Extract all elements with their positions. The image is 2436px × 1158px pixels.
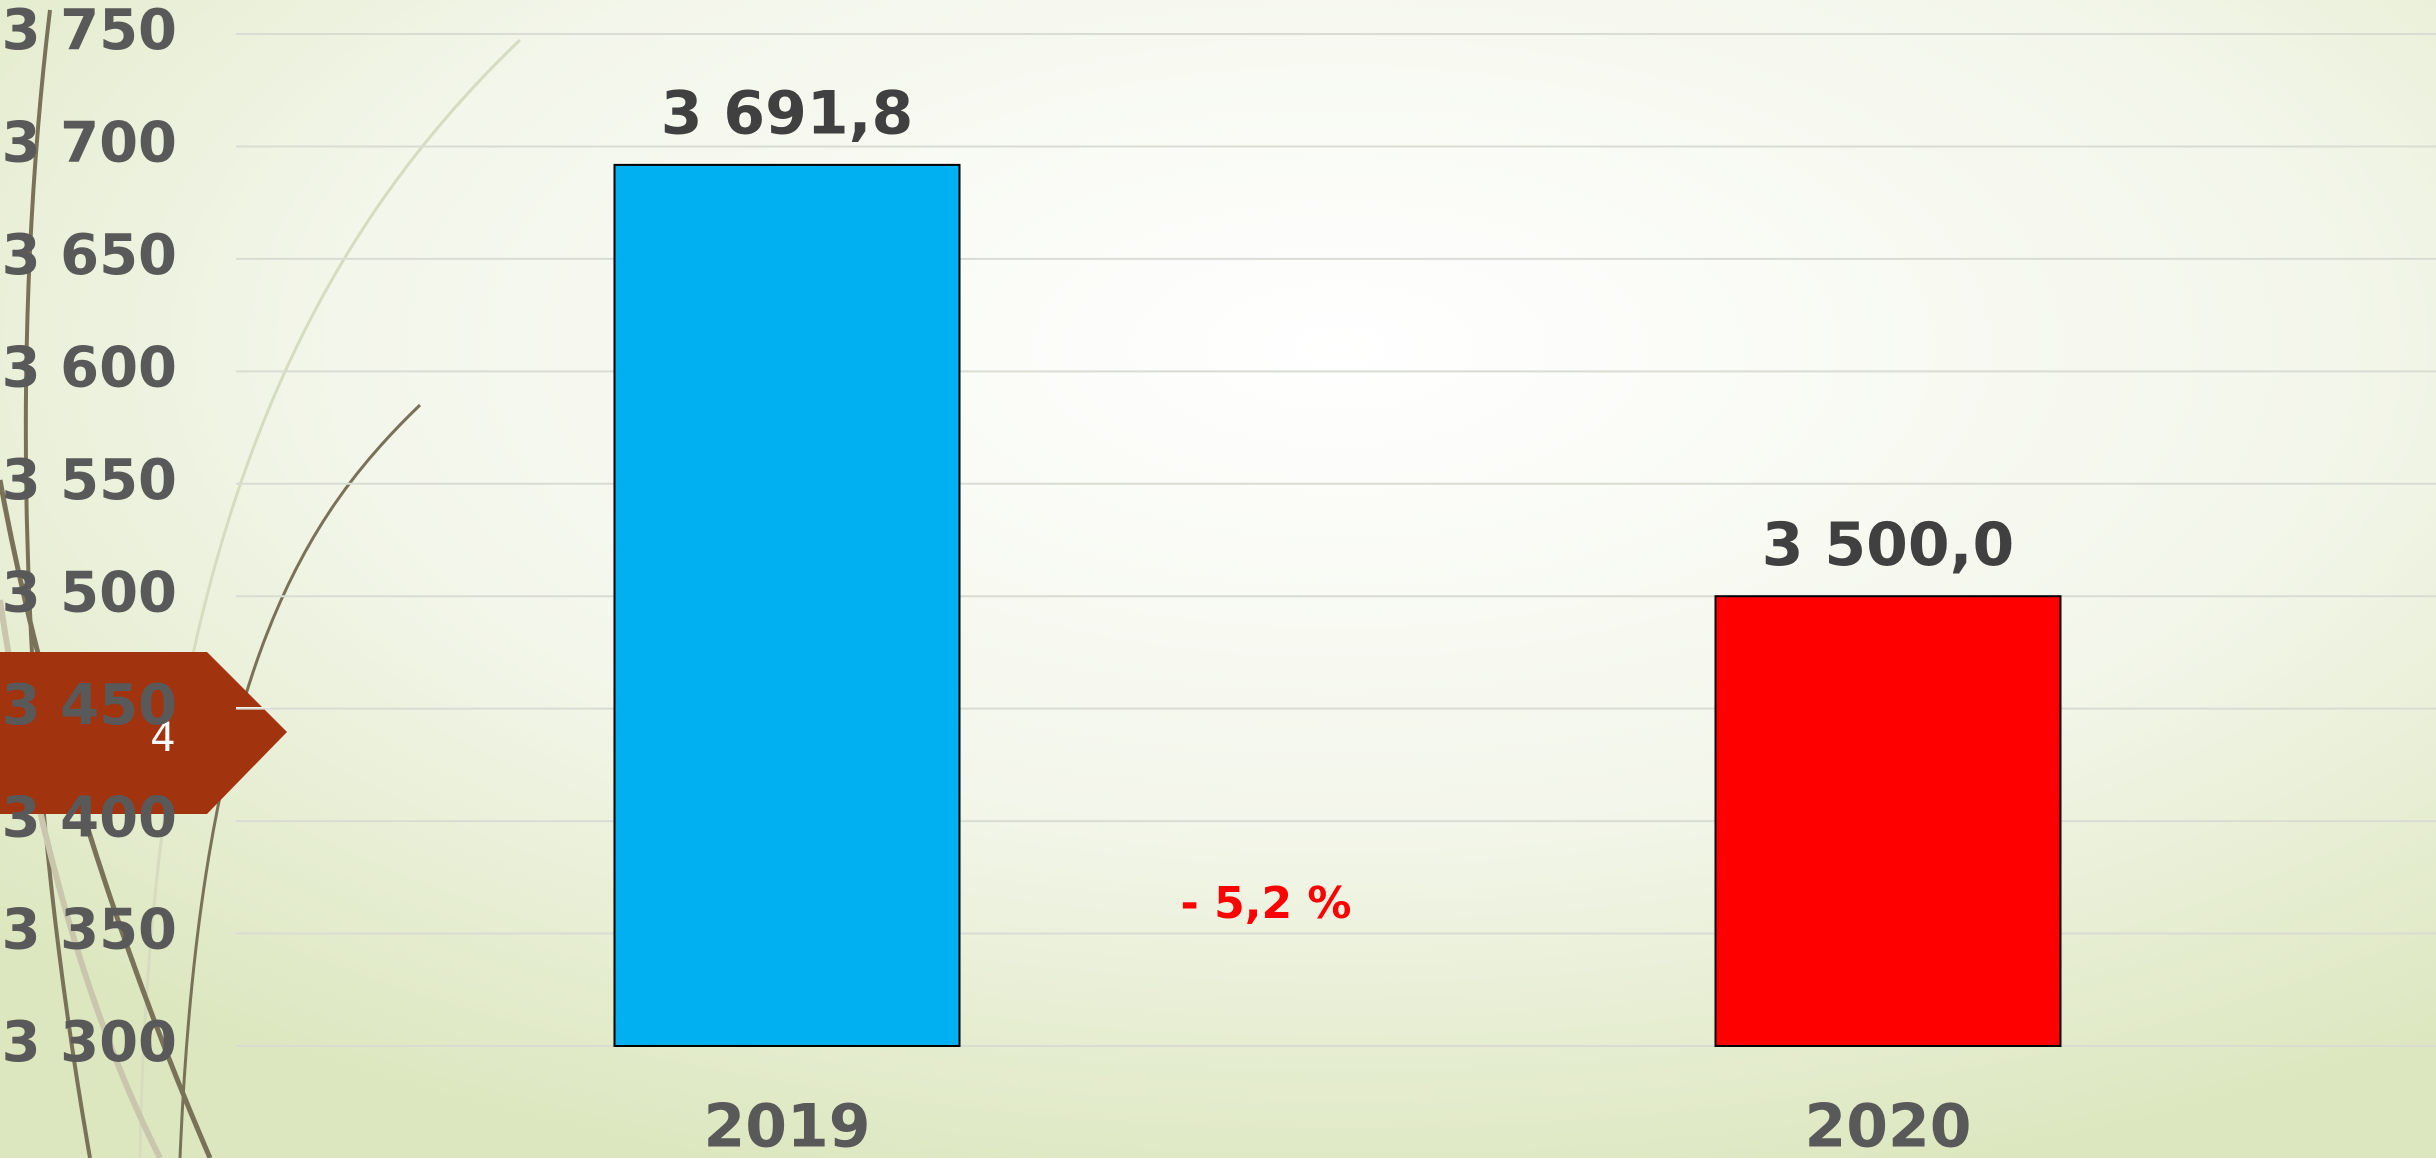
y-tick-label: 3 750 <box>2 0 177 63</box>
bar <box>1716 596 2061 1046</box>
y-tick-label: 3 650 <box>2 223 177 288</box>
annotation: - 5,2 % <box>1181 878 1352 929</box>
value-label: 3 500,0 <box>1762 510 2014 580</box>
y-tick-label: 3 350 <box>2 898 177 963</box>
y-tick-label: 3 300 <box>2 1010 177 1075</box>
y-tick-label: 3 400 <box>2 785 177 850</box>
y-tick-label: 3 550 <box>2 448 177 513</box>
slide: 4 3 3003 3503 4003 4503 5003 5503 6003 6… <box>0 0 2436 1158</box>
x-tick-label: 2020 <box>1805 1092 1972 1158</box>
y-tick-label: 3 500 <box>2 560 177 625</box>
background <box>0 0 2436 1158</box>
y-tick-label: 3 450 <box>2 673 177 738</box>
y-tick-label: 3 600 <box>2 335 177 400</box>
y-tick-label: 3 700 <box>2 111 177 176</box>
value-label: 3 691,8 <box>661 78 913 148</box>
bar <box>615 165 960 1046</box>
x-tick-label: 2019 <box>704 1092 871 1158</box>
